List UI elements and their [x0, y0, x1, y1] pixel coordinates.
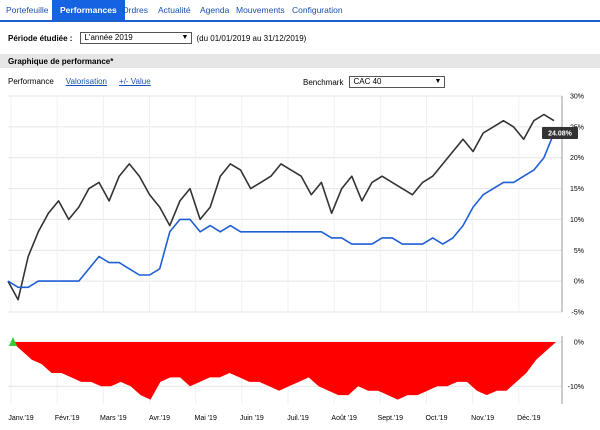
y-tick-label: 20% — [570, 155, 584, 162]
x-tick-label: Janv.'19 — [8, 415, 33, 422]
x-tick-label: Nov.'19 — [471, 415, 494, 422]
y-tick-label: 10% — [570, 217, 584, 224]
x-tick-label: Mars '19 — [100, 415, 127, 422]
section-header: Graphique de performance* — [0, 54, 600, 68]
y-tick-label: 30% — [570, 94, 584, 101]
drawdown-area — [12, 342, 556, 400]
current-value-label: 24.08% — [548, 131, 573, 138]
x-tick-label: Oct.'19 — [426, 415, 448, 422]
x-tick-label: Juin '19 — [240, 415, 264, 422]
y-tick-label: 0% — [574, 279, 584, 286]
view-valorisation-link[interactable]: Valorisation — [65, 77, 108, 86]
x-tick-label: Avr.'19 — [149, 415, 170, 422]
portfolio-line — [7, 113, 555, 301]
view-performance[interactable]: Performance — [8, 77, 54, 86]
period-label: Période étudiée : — [8, 33, 73, 43]
benchmark-select[interactable]: CAC 40 ▼ — [349, 76, 446, 88]
x-tick-label: Mai '19 — [194, 415, 216, 422]
period-selector: Période étudiée : L'année 2019 ▼ (du 01/… — [8, 31, 306, 45]
x-tick-label: Août '19 — [331, 415, 357, 422]
y-tick-label: -10% — [568, 384, 584, 391]
view-links: Performance Valorisation +/- Value — [8, 77, 151, 86]
y-tick-label: 5% — [574, 248, 584, 255]
section-title: Graphique de performance* — [8, 57, 114, 66]
tab-actualite[interactable]: Actualité — [158, 5, 191, 15]
y-tick-label: -5% — [572, 310, 584, 317]
current-value-badge — [542, 127, 578, 140]
period-range: (du 01/01/2019 au 31/12/2019) — [196, 33, 307, 43]
benchmark-label: Benchmark — [303, 77, 344, 87]
dropdown-arrow-icon: ▼ — [434, 78, 442, 85]
tab-ordres[interactable]: Ordres — [122, 5, 148, 15]
period-select[interactable]: L'année 2019 ▼ — [80, 32, 193, 44]
period-select-value: L'année 2019 — [84, 33, 133, 42]
y-tick-label: 0% — [574, 340, 584, 347]
tab-performances[interactable]: Performances — [52, 0, 125, 20]
tab-agenda[interactable]: Agenda — [200, 5, 230, 15]
x-tick-label: Juil.'19 — [287, 415, 309, 422]
marker-icon — [9, 337, 17, 346]
y-tick-label: 15% — [570, 186, 584, 193]
benchmark-select-value: CAC 40 — [353, 77, 382, 86]
tab-portefeuille[interactable]: Portefeuille — [6, 5, 49, 15]
x-tick-label: Déc.'19 — [517, 415, 541, 422]
x-tick-label: Févr.'19 — [55, 415, 80, 422]
tab-configuration[interactable]: Configuration — [292, 5, 343, 15]
main-tabs: Portefeuille Performances Ordres Actuali… — [0, 0, 600, 22]
benchmark-line — [7, 132, 555, 289]
benchmark-selector: Benchmark CAC 40 ▼ — [303, 76, 446, 88]
tab-mouvements[interactable]: Mouvements — [236, 5, 285, 15]
x-tick-label: Sept.'19 — [378, 415, 404, 422]
view-plus-minus-link[interactable]: +/- Value — [119, 77, 151, 86]
dropdown-arrow-icon: ▼ — [181, 34, 189, 41]
